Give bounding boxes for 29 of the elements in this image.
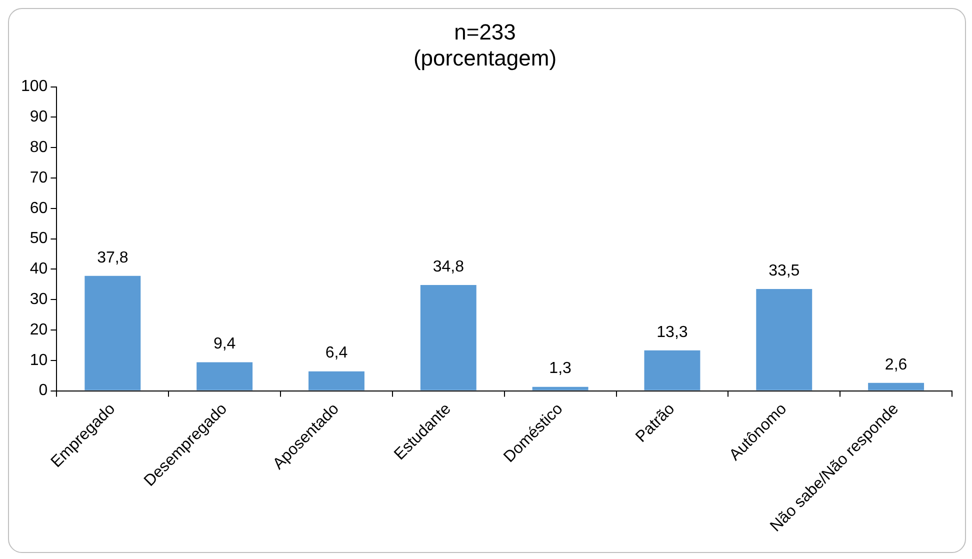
y-tick-label: 40	[30, 260, 48, 278]
chart-title: n=233	[454, 19, 516, 44]
y-tick-label: 0	[38, 382, 48, 400]
y-tick-label: 100	[20, 78, 48, 96]
bar	[196, 362, 253, 390]
data-label: 37,8	[97, 249, 128, 266]
bar	[420, 284, 476, 390]
y-tick-label: 10	[30, 352, 48, 369]
bar	[532, 386, 588, 390]
data-label: 34,8	[432, 258, 464, 276]
chart-subtitle: (porcentagem)	[413, 46, 557, 71]
data-label: 9,4	[213, 336, 236, 353]
y-tick-label: 30	[30, 290, 48, 308]
y-tick-label: 80	[30, 139, 48, 156]
data-label: 13,3	[656, 324, 688, 341]
y-tick-label: 90	[30, 108, 48, 126]
data-label: 1,3	[549, 360, 572, 378]
data-label: 6,4	[325, 344, 348, 362]
y-tick-label: 60	[30, 200, 48, 217]
data-label: 33,5	[768, 262, 800, 280]
bar	[84, 276, 141, 390]
y-tick-label: 70	[30, 169, 48, 186]
bar	[756, 288, 812, 390]
data-label: 2,6	[884, 356, 908, 374]
bar	[644, 350, 700, 390]
y-tick-label: 20	[30, 321, 48, 338]
bar	[308, 371, 364, 390]
bar	[868, 382, 924, 390]
y-tick-label: 50	[30, 230, 48, 248]
